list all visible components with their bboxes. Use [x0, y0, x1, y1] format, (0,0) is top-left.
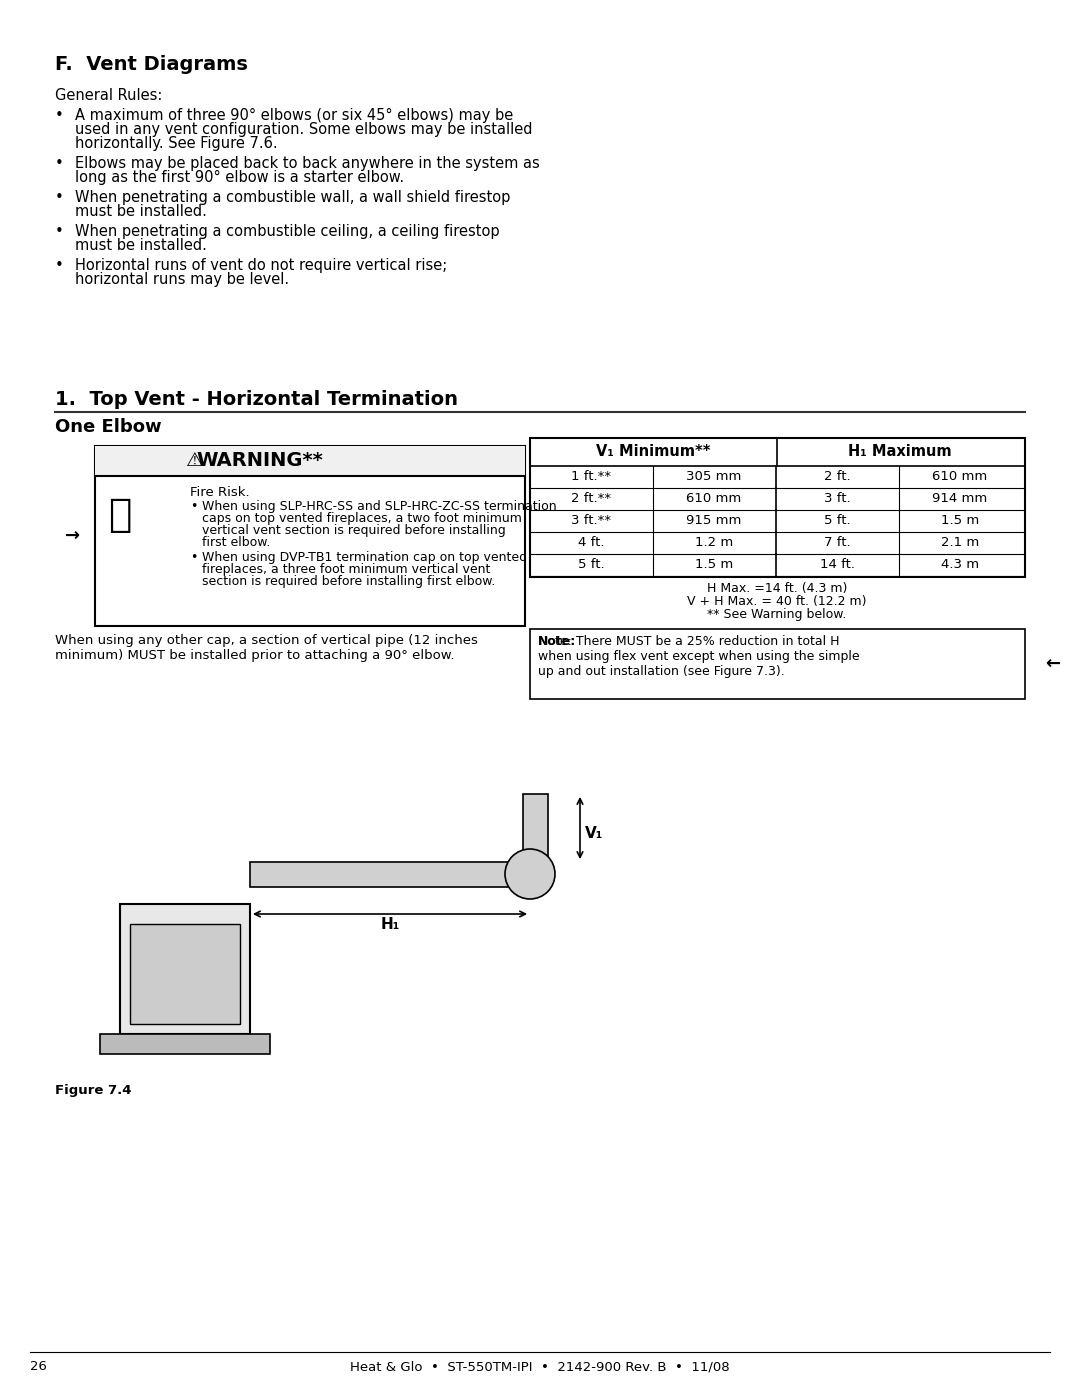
Text: 4 ft.: 4 ft. [578, 536, 604, 549]
Text: fireplaces, a three foot minimum vertical vent: fireplaces, a three foot minimum vertica… [202, 563, 490, 576]
Bar [130, 923, 240, 1024]
Text: 4.3 m: 4.3 m [941, 559, 980, 571]
Text: When using any other cap, a section of vertical pipe (12 inches
minimum) MUST be: When using any other cap, a section of v… [55, 634, 477, 662]
Text: •: • [190, 500, 198, 513]
Text: 1.  Top Vent - Horizontal Termination: 1. Top Vent - Horizontal Termination [55, 390, 458, 409]
Text: 305 mm: 305 mm [686, 471, 742, 483]
Text: section is required before installing first elbow.: section is required before installing fi… [202, 576, 496, 588]
Text: H₁: H₁ [380, 916, 400, 932]
Text: One Elbow: One Elbow [55, 418, 162, 436]
Text: 2.1 m: 2.1 m [941, 536, 980, 549]
Text: Heat & Glo  •  ST-550TM-IPI  •  2142-900 Rev. B  •  11/08: Heat & Glo • ST-550TM-IPI • 2142-900 Rev… [350, 1361, 730, 1373]
Text: 3 ft.**: 3 ft.** [571, 514, 611, 528]
Text: F.  Vent Diagrams: F. Vent Diagrams [55, 54, 248, 74]
Text: General Rules:: General Rules: [55, 88, 162, 103]
Bar [95, 446, 525, 476]
Text: 1.5 m: 1.5 m [694, 559, 733, 571]
Text: 914 mm: 914 mm [932, 493, 987, 506]
Text: 610 mm: 610 mm [687, 493, 742, 506]
Text: V₁: V₁ [585, 827, 604, 841]
Text: Horizontal runs of vent do not require vertical rise;: Horizontal runs of vent do not require v… [75, 258, 447, 272]
Circle shape [505, 849, 555, 900]
Bar [530, 629, 1025, 698]
Text: ←: ← [1045, 655, 1061, 673]
Text: ** See Warning below.: ** See Warning below. [707, 608, 847, 622]
Bar [120, 904, 249, 1034]
Text: 2 ft.: 2 ft. [824, 471, 850, 483]
Text: 1.2 m: 1.2 m [694, 536, 733, 549]
Text: ⚠: ⚠ [186, 450, 204, 469]
Bar [249, 862, 530, 887]
Text: Note: There MUST be a 25% reduction in total H
when using flex vent except when : Note: There MUST be a 25% reduction in t… [538, 636, 860, 678]
Text: When penetrating a combustible wall, a wall shield firestop: When penetrating a combustible wall, a w… [75, 190, 511, 205]
Text: 5 ft.: 5 ft. [578, 559, 605, 571]
Text: When using DVP-TB1 termination cap on top vented: When using DVP-TB1 termination cap on to… [202, 550, 527, 564]
Text: horizontally. See Figure 7.6.: horizontally. See Figure 7.6. [75, 136, 278, 151]
Text: •: • [55, 156, 64, 170]
Text: 26: 26 [30, 1361, 46, 1373]
Bar [523, 793, 548, 875]
Text: must be installed.: must be installed. [75, 237, 207, 253]
Text: Note:: Note: [538, 636, 577, 648]
Text: 915 mm: 915 mm [686, 514, 742, 528]
Text: Fire Risk.: Fire Risk. [190, 486, 249, 499]
Text: horizontal runs may be level.: horizontal runs may be level. [75, 272, 289, 286]
Text: H Max. =14 ft. (4.3 m): H Max. =14 ft. (4.3 m) [706, 583, 847, 595]
Text: 2 ft.**: 2 ft.** [571, 493, 611, 506]
Text: vertical vent section is required before installing: vertical vent section is required before… [202, 524, 505, 536]
Bar [530, 439, 1025, 577]
Text: 1 ft.**: 1 ft.** [571, 471, 611, 483]
Text: Elbows may be placed back to back anywhere in the system as: Elbows may be placed back to back anywhe… [75, 156, 540, 170]
Text: •: • [55, 258, 64, 272]
Text: 🔥: 🔥 [108, 496, 132, 534]
Text: •: • [55, 108, 64, 123]
Text: •: • [55, 190, 64, 205]
Text: 14 ft.: 14 ft. [820, 559, 854, 571]
Text: 7 ft.: 7 ft. [824, 536, 850, 549]
Text: 610 mm: 610 mm [932, 471, 987, 483]
Text: first elbow.: first elbow. [202, 536, 270, 549]
Text: V + H Max. = 40 ft. (12.2 m): V + H Max. = 40 ft. (12.2 m) [687, 595, 867, 608]
Bar [95, 446, 525, 626]
Text: used in any vent configuration. Some elbows may be installed: used in any vent configuration. Some elb… [75, 122, 532, 137]
Text: •: • [190, 550, 198, 564]
Text: 5 ft.: 5 ft. [824, 514, 850, 528]
Text: Figure 7.4: Figure 7.4 [55, 1084, 132, 1097]
Text: A maximum of three 90° elbows (or six 45° elbows) may be: A maximum of three 90° elbows (or six 45… [75, 108, 513, 123]
Text: When penetrating a combustible ceiling, a ceiling firestop: When penetrating a combustible ceiling, … [75, 224, 500, 239]
Text: →: → [65, 527, 80, 545]
Bar [100, 1034, 270, 1053]
Text: caps on top vented fireplaces, a two foot minimum: caps on top vented fireplaces, a two foo… [202, 511, 522, 525]
Text: WARNING**: WARNING** [197, 451, 323, 471]
Text: H₁ Maximum: H₁ Maximum [848, 444, 951, 460]
Text: 3 ft.: 3 ft. [824, 493, 850, 506]
Text: long as the first 90° elbow is a starter elbow.: long as the first 90° elbow is a starter… [75, 170, 404, 184]
Text: When using SLP-HRC-SS and SLP-HRC-ZC-SS termination: When using SLP-HRC-SS and SLP-HRC-ZC-SS … [202, 500, 556, 513]
Text: must be installed.: must be installed. [75, 204, 207, 219]
Text: V₁ Minimum**: V₁ Minimum** [596, 444, 711, 460]
Text: •: • [55, 224, 64, 239]
Text: 1.5 m: 1.5 m [941, 514, 980, 528]
